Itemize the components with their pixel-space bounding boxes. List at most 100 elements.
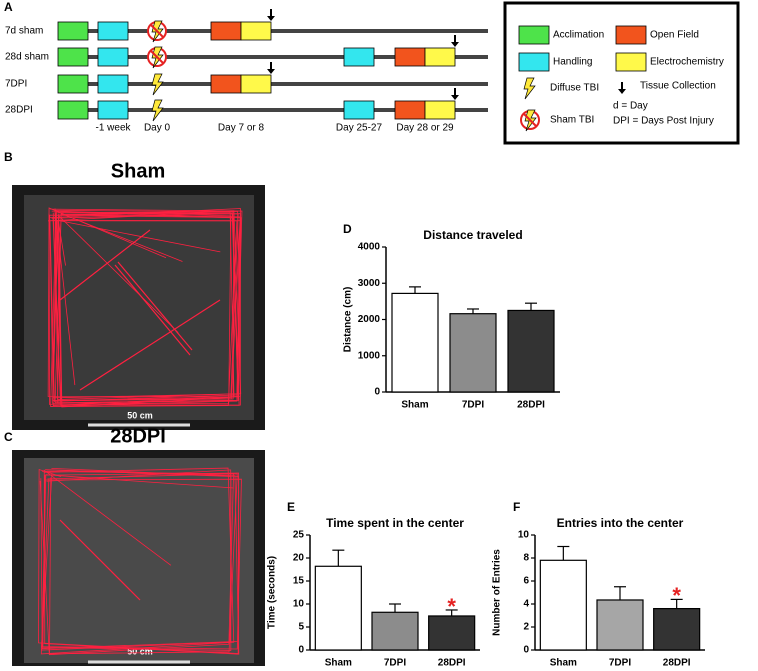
legend-label: Diffuse TBI (550, 83, 599, 94)
handling-box (343, 100, 375, 120)
y-axis-label: Distance (cm) (343, 287, 354, 353)
y-tick-label: 8 (523, 553, 529, 564)
lightning-icon (151, 99, 164, 122)
open-field-box (210, 21, 242, 41)
y-tick-label: 25 (293, 530, 305, 541)
y-tick-label: 15 (293, 576, 305, 587)
panel-label: F (513, 500, 520, 514)
y-axis-label: Time (seconds) (267, 556, 278, 629)
arena (24, 458, 254, 663)
day-label: Day 25-27 (336, 123, 383, 134)
trajectory (51, 208, 232, 405)
bar (653, 607, 701, 651)
legend-label: Acclimation (553, 30, 604, 41)
y-tick-label: 10 (518, 530, 530, 541)
trajectory (42, 474, 242, 650)
legend-swatch (615, 25, 647, 45)
day-label: Day 0 (144, 123, 171, 134)
trajectory (40, 469, 232, 651)
x-tick-label: 7DPI (384, 658, 406, 669)
day-label: Day 28 or 29 (396, 123, 454, 134)
y-axis-label: Number of Entries (492, 549, 503, 636)
handling-box (97, 21, 129, 41)
acclimation-box (57, 47, 89, 67)
trajectory (59, 229, 151, 301)
significance: * (672, 583, 681, 608)
day-label: -1 week (95, 123, 131, 134)
bar (371, 611, 419, 651)
electrochem-box (424, 100, 456, 120)
handling-box (97, 74, 129, 94)
legend-label: Tissue Collection (640, 81, 716, 92)
trajectory (114, 264, 191, 356)
trajectory (39, 473, 234, 656)
chart-title: Entries into the center (557, 516, 684, 530)
acclimation-box (57, 74, 89, 94)
trajectory (117, 261, 193, 351)
row-label: 7DPI (5, 79, 27, 90)
arrow-head (451, 95, 459, 100)
sham-slash (150, 24, 164, 38)
bar (391, 292, 439, 393)
y-tick-label: 20 (293, 553, 305, 564)
legend-label: Open Field (650, 30, 699, 41)
x-tick-label: 28DPI (438, 658, 466, 669)
bar (596, 599, 644, 651)
arrow-head (618, 89, 626, 94)
legend-label: Handling (553, 57, 592, 68)
legend-swatch (615, 52, 647, 72)
legend-label: Electrochemistry (650, 57, 724, 68)
trajectory (49, 208, 241, 407)
trajectory (51, 213, 241, 402)
panel-label: A (4, 0, 13, 14)
handling-box (97, 100, 129, 120)
bar (428, 615, 476, 651)
bar (314, 565, 362, 651)
y-tick-label: 2000 (358, 314, 381, 325)
chart-title: Time spent in the center (326, 516, 464, 530)
y-tick-label: 4 (523, 599, 529, 610)
arrow-head (267, 69, 275, 74)
open-field-box (394, 47, 426, 67)
significance: * (447, 594, 456, 619)
row-label: 28DPI (5, 105, 33, 116)
bar (507, 309, 555, 393)
x-tick-label: 28DPI (517, 400, 545, 411)
scale-label: 50 cm (127, 646, 153, 656)
electrochem-box (240, 74, 272, 94)
x-tick-label: Sham (325, 658, 352, 669)
panel-label: E (287, 500, 295, 514)
lightning-icon (151, 73, 164, 96)
acclimation-box (57, 21, 89, 41)
handling-box (97, 47, 129, 67)
x-tick-label: Sham (401, 400, 428, 411)
y-tick-label: 4000 (358, 242, 381, 253)
y-tick-label: 10 (293, 599, 305, 610)
y-tick-label: 2 (523, 622, 529, 633)
handling-box (343, 47, 375, 67)
legend-swatch (518, 52, 550, 72)
trajectory (56, 212, 239, 408)
x-tick-label: 28DPI (663, 658, 691, 669)
y-tick-label: 6 (523, 576, 529, 587)
lightning-icon (523, 77, 536, 100)
legend-swatch (518, 25, 550, 45)
legend-label: d = Day (613, 101, 648, 112)
panel-label: B (4, 150, 13, 164)
panel-label: D (343, 222, 352, 236)
sham-slash (523, 113, 537, 127)
image-title: Sham (111, 160, 165, 182)
sham-slash (150, 50, 164, 64)
legend-label: Sham TBI (550, 115, 594, 126)
electrochem-box (240, 21, 272, 41)
open-field-box (210, 74, 242, 94)
row-label: 28d sham (5, 52, 49, 63)
arrow-head (267, 16, 275, 21)
image-title: 28DPI (110, 425, 166, 447)
acclimation-box (57, 100, 89, 120)
x-tick-label: 7DPI (609, 658, 631, 669)
panel-label: C (4, 430, 13, 444)
trajectory (41, 469, 234, 651)
day-label: Day 7 or 8 (218, 123, 265, 134)
